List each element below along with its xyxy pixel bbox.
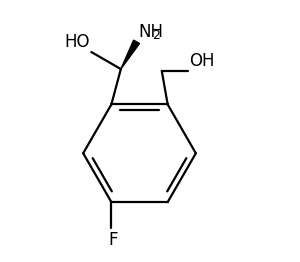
- Polygon shape: [121, 40, 140, 69]
- Text: 2: 2: [152, 29, 160, 42]
- Text: NH: NH: [138, 23, 163, 41]
- Text: F: F: [108, 231, 117, 249]
- Text: HO: HO: [64, 33, 90, 51]
- Text: OH: OH: [189, 52, 215, 70]
